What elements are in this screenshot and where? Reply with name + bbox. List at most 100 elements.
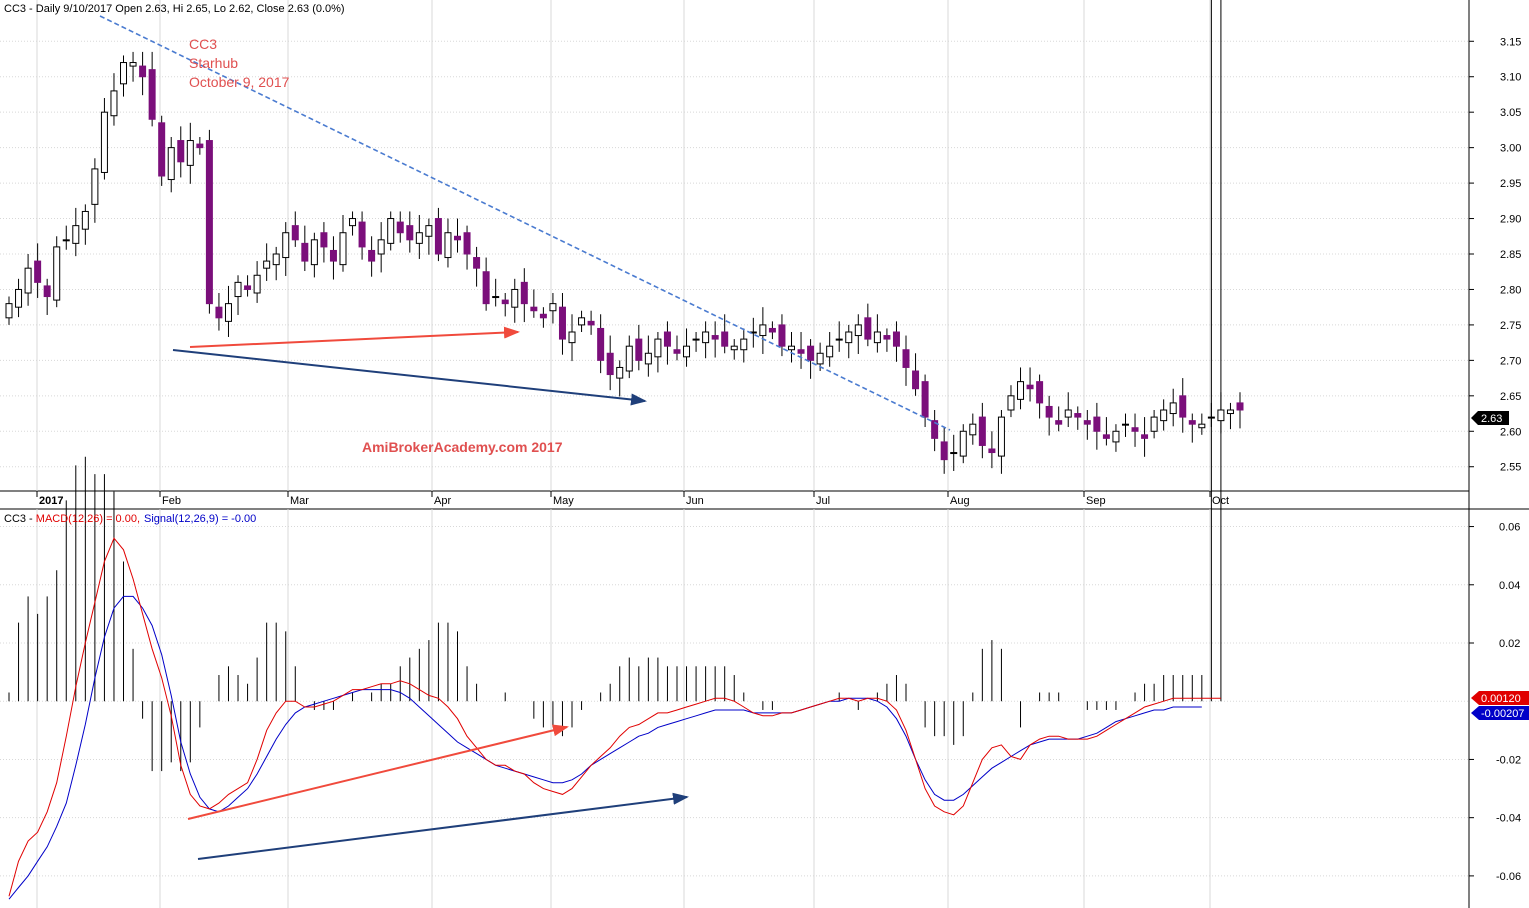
candle-body (120, 62, 128, 85)
candle-body (978, 416, 986, 446)
grid-lines (0, 0, 1469, 908)
candle-body (263, 260, 271, 269)
candle-body (139, 65, 147, 78)
price-tick-label: 2.70 (1500, 355, 1521, 367)
candle-body (539, 313, 547, 319)
candle-body (864, 317, 872, 340)
candlestick-series (5, 51, 1244, 474)
price-tick-label: 2.90 (1500, 214, 1521, 226)
x-tick-label: Jul (816, 495, 830, 507)
candle-body (1160, 409, 1168, 422)
price-tick-label: 3.00 (1500, 143, 1521, 155)
candle-body (215, 306, 223, 319)
candle-body (549, 303, 557, 312)
x-tick-label: Sep (1086, 495, 1106, 507)
candle-body (234, 281, 242, 298)
candle-body (568, 331, 576, 344)
candle-body (1179, 395, 1187, 418)
candle-body (587, 320, 595, 326)
macd-tick-label: 0.04 (1499, 580, 1520, 592)
candle-body (339, 232, 347, 266)
candle-body (826, 345, 834, 358)
candle-body (997, 416, 1005, 457)
candle-body (635, 338, 643, 361)
x-tick-label: Feb (162, 495, 181, 507)
candle-body (912, 370, 920, 390)
candle-body (1169, 402, 1177, 415)
candle-body (186, 140, 194, 166)
signal-value-label: -0.00207 (1481, 708, 1524, 720)
candle-body (959, 430, 967, 457)
candle-body (158, 122, 166, 177)
price-tick-label: 2.95 (1500, 178, 1521, 190)
macd-histogram (8, 0, 1222, 772)
candle-body (835, 338, 843, 341)
last-price-label: 2.63 (1481, 413, 1502, 425)
watermark: AmiBrokerAcademy.com 2017 (362, 439, 563, 455)
price-tick-label: 2.80 (1500, 284, 1521, 296)
candle-body (1045, 405, 1053, 418)
candle-body (1026, 384, 1034, 390)
candle-body (329, 249, 337, 262)
macd-value-label: 0.00120 (1481, 693, 1521, 705)
candle-body (1131, 427, 1139, 432)
candle-body (282, 232, 290, 259)
candle-body (272, 253, 280, 266)
annotation-symbol: CC3 (189, 36, 217, 52)
macd-lines (8, 537, 1221, 900)
macd-divergence-red-arrow (187, 724, 569, 820)
candle-body (768, 327, 776, 333)
x-tick-label: Apr (434, 495, 451, 507)
candle-body (711, 335, 719, 340)
candle-body (625, 345, 633, 372)
candle-body (816, 352, 824, 365)
macd-title-prefix: CC3 - (4, 513, 36, 525)
candle-body (654, 338, 662, 358)
candle-body (1198, 423, 1206, 429)
candle-body (845, 331, 853, 344)
macd-value-tag: 0.00120 (1471, 691, 1529, 705)
candle-body (921, 381, 929, 418)
candle-body (43, 285, 51, 298)
candle-body (931, 420, 939, 439)
resistance-trendline (99, 15, 951, 431)
candle-body (148, 69, 156, 120)
candle-body (1150, 416, 1158, 432)
candle-body (310, 239, 318, 266)
price-tick-label: 3.15 (1500, 36, 1521, 48)
candle-body (558, 306, 566, 340)
candle-body (482, 271, 490, 305)
macd-tick-label: -0.02 (1496, 754, 1521, 766)
candle-body (616, 366, 624, 379)
candle-body (892, 331, 900, 347)
candle-body (91, 168, 99, 205)
macd-tick-label: -0.04 (1496, 813, 1521, 825)
candle-body (1141, 434, 1149, 439)
candle-body (224, 303, 232, 322)
candle-body (1236, 402, 1244, 411)
x-tick-label: Jun (686, 495, 704, 507)
candle-body (177, 140, 185, 163)
candle-body (1112, 430, 1120, 443)
candle-body (1083, 420, 1091, 425)
candle-body (205, 140, 213, 305)
candle-body (1188, 420, 1196, 425)
candle-body (797, 349, 805, 354)
candle-body (520, 281, 528, 305)
candle-body (740, 338, 748, 351)
candle-body (969, 423, 977, 436)
candle-body (1102, 434, 1110, 439)
candle-body (873, 331, 881, 344)
signal-line (8, 595, 1202, 900)
candle-body (1017, 381, 1025, 400)
candle-body (988, 448, 996, 454)
price-y-axis: 3.15 3.10 3.05 3.00 2.95 2.90 2.85 2.80 2.75 2.70… (1469, 36, 1521, 474)
candle-body (1074, 413, 1082, 418)
x-tick-label: Mar (290, 495, 309, 507)
candle-body (434, 218, 442, 255)
price-tick-label: 2.85 (1500, 249, 1521, 261)
candle-body (1217, 409, 1225, 422)
candle-body (167, 147, 175, 181)
